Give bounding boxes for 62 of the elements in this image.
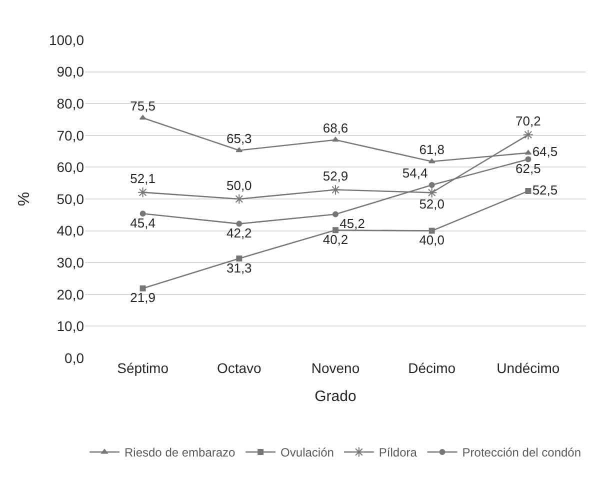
y-tick-label: 10,0 <box>56 318 84 334</box>
point <box>139 114 146 120</box>
data-label: 50,0 <box>226 178 252 193</box>
x-tick-label: Octavo <box>216 360 262 376</box>
point <box>524 150 532 155</box>
x-axis-title: Grado <box>314 388 356 405</box>
point <box>428 158 436 164</box>
x-tick-label: Décimo <box>408 360 456 376</box>
point <box>525 188 532 194</box>
y-tick-label: 0,0 <box>64 350 84 366</box>
data-label: 52,9 <box>322 168 348 184</box>
point <box>236 255 242 262</box>
data-label: 52,5 <box>532 182 558 198</box>
point <box>330 184 341 196</box>
data-label: 45,4 <box>130 216 156 231</box>
point <box>138 187 148 198</box>
legend-label: Píldora <box>378 446 418 460</box>
point <box>140 285 146 292</box>
data-label: 45,2 <box>340 216 365 232</box>
point <box>236 220 242 227</box>
data-label: 62,5 <box>516 161 541 176</box>
data-label: 42,2 <box>226 226 252 241</box>
y-tick-label: 90,0 <box>56 64 84 80</box>
data-label: 40,2 <box>322 232 348 248</box>
x-tick-label: Undécimo <box>496 360 560 376</box>
point <box>428 228 435 234</box>
point <box>332 136 339 142</box>
x-tick-label: Noveno <box>311 360 360 376</box>
y-tick-label: 50,0 <box>56 190 84 207</box>
data-label: 68,6 <box>322 120 348 136</box>
y-tick-label: 30,0 <box>56 254 84 270</box>
y-tick-label: 70,0 <box>56 127 84 144</box>
data-label: 61,8 <box>419 142 445 158</box>
data-label: 70,2 <box>516 114 541 129</box>
legend-label: Ovulación <box>280 446 334 460</box>
point <box>234 194 244 204</box>
legend-label: Riesdo de embarazo <box>124 446 236 460</box>
data-label: 65,3 <box>226 130 252 146</box>
data-label: 31,3 <box>226 260 252 276</box>
data-label: 52,1 <box>130 171 156 186</box>
data-label: 54,4 <box>402 166 428 181</box>
point <box>332 211 338 218</box>
data-label: 40,0 <box>419 232 445 248</box>
point <box>332 227 338 234</box>
point <box>428 182 435 188</box>
data-label: 75,5 <box>130 98 156 114</box>
legend-label: Protección del condón <box>462 446 582 460</box>
y-axis-title: % <box>16 192 33 206</box>
data-label: 52,0 <box>419 196 445 212</box>
y-tick-label: 20,0 <box>56 286 84 302</box>
y-tick-label: 40,0 <box>56 222 84 239</box>
y-tick-label: 60,0 <box>56 159 84 176</box>
point <box>522 129 534 140</box>
data-label: 64,5 <box>532 144 558 160</box>
x-tick-label: Séptimo <box>117 360 169 376</box>
y-tick-label: 80,0 <box>56 96 84 112</box>
point <box>426 187 438 198</box>
point <box>236 147 243 152</box>
y-tick-label: 100,0 <box>48 32 84 48</box>
point <box>525 156 532 162</box>
data-label: 21,9 <box>130 290 156 306</box>
point <box>140 210 146 217</box>
